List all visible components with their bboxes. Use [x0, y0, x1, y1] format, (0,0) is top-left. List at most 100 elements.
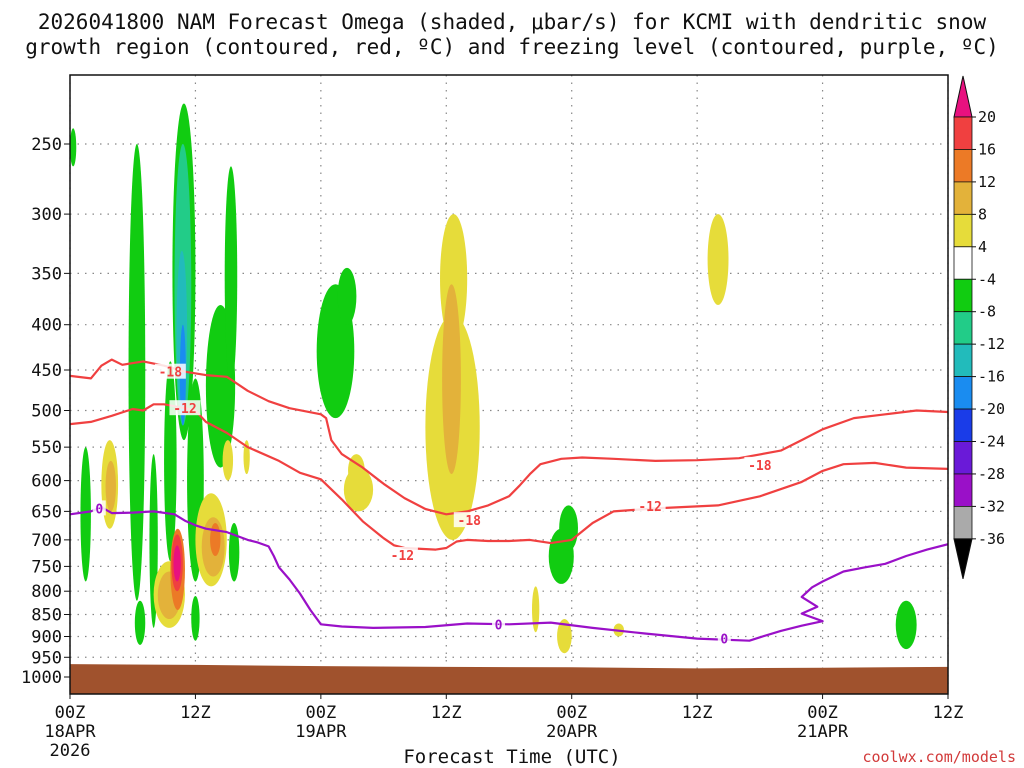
- colorbar-segment: [953, 116, 973, 150]
- y-tick-label: 750: [31, 557, 62, 577]
- contour-label: -12: [391, 549, 414, 564]
- omega-shade-blob: [895, 600, 917, 650]
- colorbar-label: -20: [978, 400, 1005, 418]
- y-tick-label: 250: [31, 135, 62, 155]
- y-tick-label: 950: [31, 648, 62, 668]
- plot-frame: [69, 74, 949, 695]
- omega-shade-blob: [134, 600, 146, 645]
- x-tick-label: 12Z: [933, 703, 964, 723]
- colorbar-segment: [953, 376, 973, 410]
- colorbar-label: -32: [978, 497, 1005, 515]
- x-tick-label: 00Z: [55, 703, 86, 723]
- colorbar-segment: [953, 213, 973, 248]
- x-tick-label: 00Z: [807, 703, 838, 723]
- colorbar: 20 16 12 8 4 -4 -8 -12 -16 -20 -24 -28 -32 -36: [953, 75, 1005, 579]
- contour-lines: -18 -18 -18 -12 -12 -12 0 0 0: [70, 358, 948, 648]
- colorbar-label: -24: [978, 433, 1005, 451]
- colorbar-label: -12: [978, 335, 1005, 353]
- omega-shade-blob: [191, 595, 200, 641]
- x-tick-label: 00Z: [305, 703, 336, 723]
- omega-shade-blob: [531, 586, 540, 633]
- omega-shade-blob: [442, 284, 461, 475]
- omega-shade-blob: [80, 447, 91, 582]
- colorbar-segment: [953, 149, 973, 183]
- colorbar-segment: [953, 278, 973, 313]
- x-tick-label: 12Z: [682, 703, 713, 723]
- y-tick-label: 550: [31, 438, 62, 458]
- y-tick-label: 850: [31, 606, 62, 626]
- colorbar-label: 8: [978, 205, 987, 223]
- x-tick-date: 20APR: [546, 722, 598, 742]
- x-tick-label: 12Z: [431, 703, 462, 723]
- colorbar-bottom-arrow: [953, 538, 973, 579]
- colorbar-segment: [953, 473, 973, 507]
- omega-shade-blob: [70, 128, 77, 167]
- omega-shade-blob: [337, 267, 357, 325]
- contour-line: [70, 506, 948, 642]
- contour-label-bg: [92, 500, 106, 516]
- x-tick-label: 00Z: [556, 703, 587, 723]
- y-tick-label: 800: [31, 582, 62, 602]
- y-tick-label: 1000: [21, 668, 62, 688]
- omega-shade-blob: [105, 460, 116, 512]
- colorbar-label: 4: [978, 238, 987, 256]
- contour-label: -18: [748, 459, 772, 474]
- colorbar-top-arrow: [953, 75, 973, 118]
- terrain-area: [70, 664, 948, 694]
- colorbar-segment: [953, 441, 973, 475]
- y-tick-label: 400: [31, 316, 62, 336]
- colorbar-label: 20: [978, 108, 996, 126]
- x-tick-date: 19APR: [295, 722, 347, 742]
- omega-shade-blob: [173, 545, 181, 582]
- chart-title-line-2: growth region (contoured, red, ºC) and f…: [25, 35, 999, 59]
- contour-label-bg: [492, 616, 506, 632]
- y-tick-label: 700: [31, 531, 62, 551]
- credit-link[interactable]: coolwx.com/models: [862, 748, 1016, 766]
- contour-label: 0: [95, 502, 103, 517]
- omega-shade-blob: [128, 144, 146, 601]
- y-axis: 2503003504004505005506006507007508008509…: [21, 135, 70, 688]
- colorbar-segment: [953, 408, 973, 442]
- colorbar-label: -4: [978, 270, 996, 288]
- colorbar-label: 12: [978, 173, 996, 191]
- contour-label: -12: [173, 402, 196, 417]
- y-tick-label: 500: [31, 402, 62, 422]
- contour-label: 0: [495, 618, 503, 633]
- plot-area: [70, 75, 948, 694]
- omega-shade-blob: [228, 523, 240, 582]
- colorbar-segment: [953, 311, 973, 345]
- y-tick-label: 450: [31, 361, 62, 381]
- colorbar-segment: [953, 343, 973, 377]
- omega-shade-blob: [224, 166, 238, 387]
- y-tick-label: 650: [31, 502, 62, 522]
- omega-shade-blob: [222, 440, 234, 481]
- omega-shade-blob: [707, 214, 729, 305]
- colorbar-label: -8: [978, 303, 996, 321]
- x-axis-label: Forecast Time (UTC): [403, 746, 621, 768]
- colorbar-segment: [953, 246, 973, 280]
- y-tick-label: 300: [31, 205, 62, 225]
- y-tick-label: 350: [31, 264, 62, 284]
- contour-label-bg: [386, 546, 418, 562]
- contour-label-bg: [634, 498, 666, 514]
- contour-label: -18: [458, 514, 482, 529]
- y-tick-label: 600: [31, 472, 62, 492]
- omega-shade-blob: [559, 505, 578, 551]
- colorbar-segment: [953, 505, 973, 540]
- colorbar-segment: [953, 181, 973, 215]
- omega-shade-blob: [243, 440, 250, 475]
- contour-label: -18: [159, 366, 183, 381]
- contour-label-bg: [744, 456, 776, 472]
- x-tick-label: 12Z: [180, 703, 211, 723]
- colorbar-label: 16: [978, 140, 996, 158]
- contour-label: 0: [720, 633, 728, 648]
- chart-title-line-1: 2026041800 NAM Forecast Omega (shaded, μ…: [37, 10, 987, 34]
- terrain-fill: [70, 664, 948, 694]
- contour-label-bg: [717, 630, 731, 646]
- omega-shade-blob: [348, 454, 365, 487]
- contour-label-bg: [154, 363, 186, 379]
- y-tick-label: 900: [31, 627, 62, 647]
- contour-label-bg: [169, 400, 201, 416]
